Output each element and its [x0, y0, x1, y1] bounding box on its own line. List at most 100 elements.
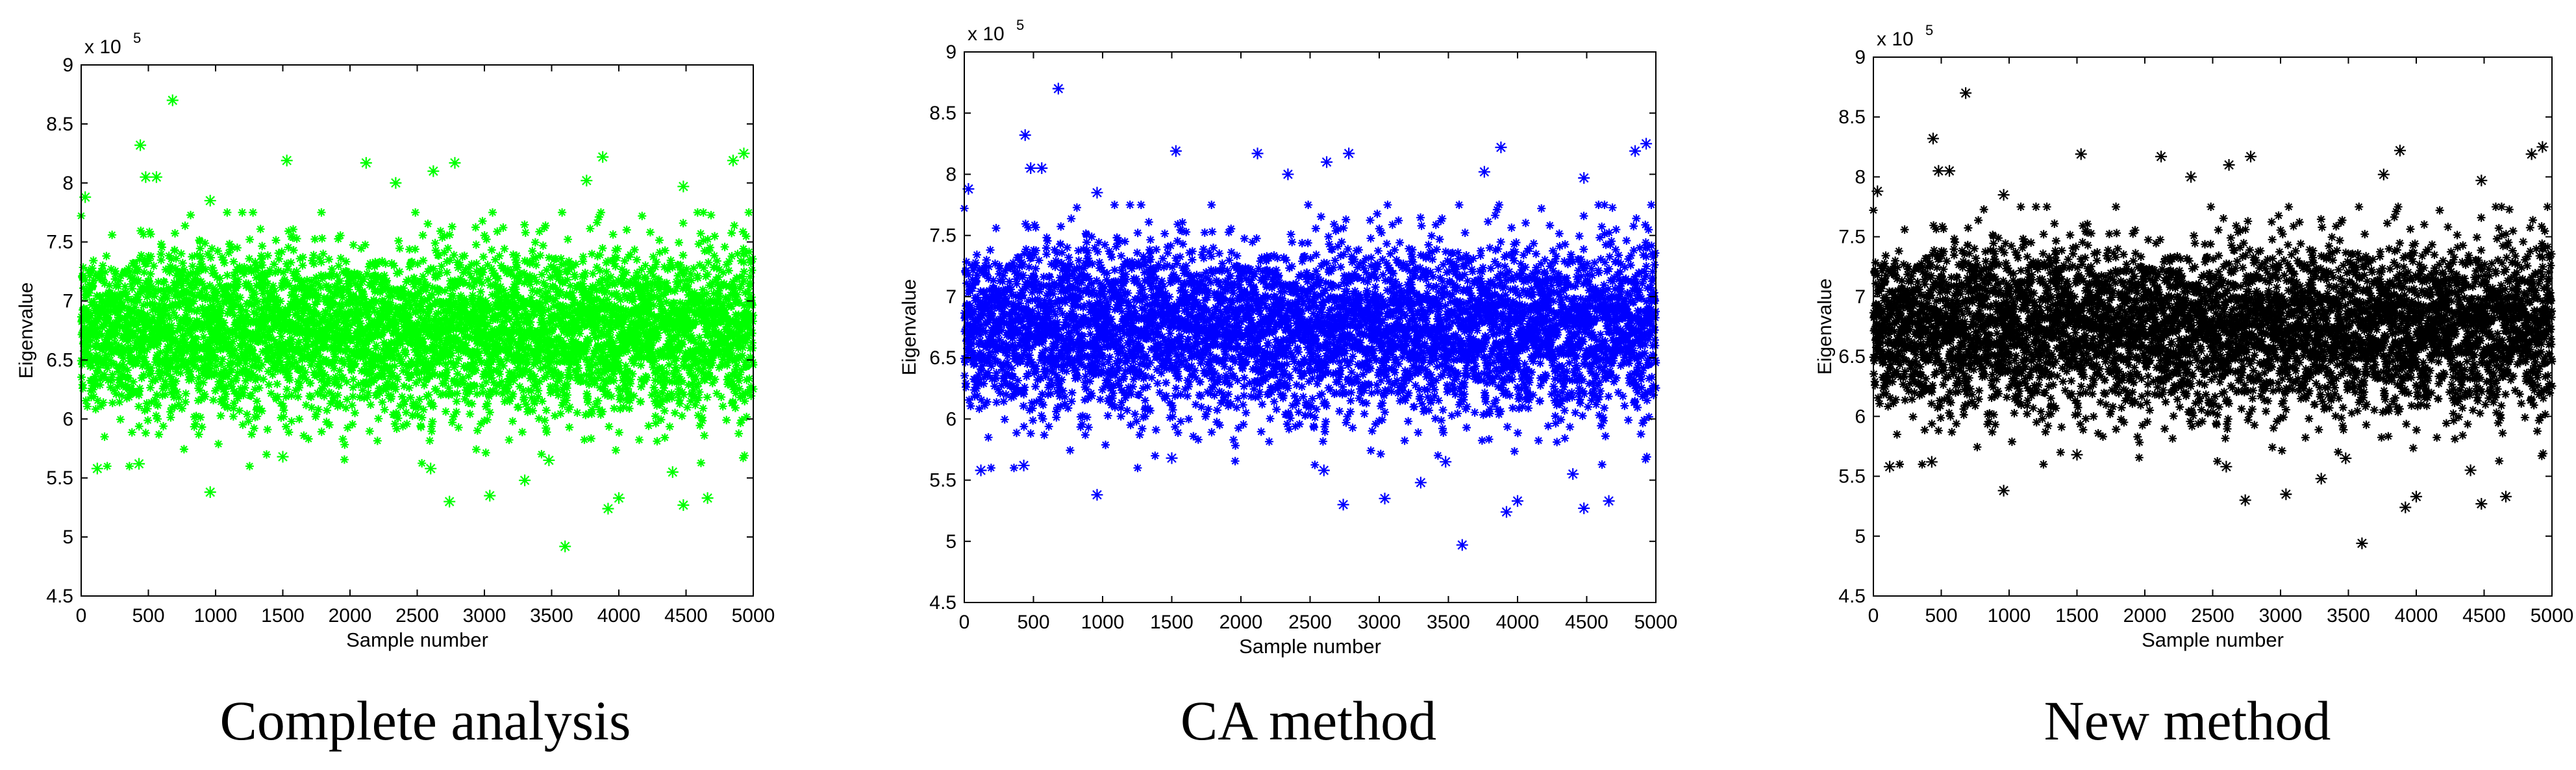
data-point — [316, 283, 325, 292]
data-point — [277, 247, 286, 256]
data-point — [234, 391, 244, 400]
data-point — [308, 292, 317, 301]
data-point — [108, 359, 118, 368]
data-point — [179, 357, 188, 366]
data-point — [392, 343, 401, 353]
data-point — [193, 305, 202, 314]
data-point — [329, 364, 338, 373]
data-point — [521, 309, 531, 318]
data-point — [579, 340, 588, 349]
data-point — [218, 354, 227, 364]
data-point — [424, 312, 433, 321]
data-point — [557, 322, 566, 331]
data-point — [116, 375, 125, 384]
data-point — [307, 316, 316, 325]
data-point — [149, 313, 158, 322]
data-point — [452, 282, 461, 291]
data-point — [655, 275, 664, 284]
data-point — [77, 360, 86, 369]
data-point — [106, 265, 116, 274]
data-point — [714, 273, 723, 282]
data-point — [399, 400, 408, 409]
data-point — [453, 336, 462, 345]
data-point — [389, 329, 398, 338]
data-point — [223, 309, 232, 318]
data-point — [535, 227, 544, 236]
data-point — [661, 376, 670, 385]
data-point — [210, 370, 219, 379]
data-point — [413, 338, 422, 347]
data-point — [182, 310, 191, 319]
data-point — [606, 337, 615, 346]
data-point — [90, 379, 99, 388]
data-point — [366, 259, 375, 268]
data-point — [221, 365, 230, 374]
data-point — [110, 386, 119, 395]
data-point — [77, 316, 86, 325]
data-point — [627, 310, 636, 319]
data-point — [623, 294, 632, 303]
data-point — [675, 372, 684, 381]
data-point — [571, 354, 580, 364]
data-point — [314, 405, 323, 414]
data-point — [527, 393, 536, 403]
data-point — [328, 269, 337, 278]
data-point — [152, 411, 161, 420]
data-point — [545, 334, 554, 343]
data-point — [527, 293, 536, 303]
data-point — [252, 310, 261, 319]
data-point — [314, 279, 323, 288]
data-point — [448, 292, 457, 301]
data-point — [626, 375, 635, 384]
data-point — [411, 208, 420, 217]
data-point — [301, 401, 310, 410]
data-point — [299, 431, 308, 440]
data-point — [542, 372, 551, 381]
data-point — [592, 400, 601, 409]
data-point — [144, 416, 153, 425]
data-point — [464, 399, 473, 408]
data-point — [598, 407, 607, 416]
data-point — [716, 349, 725, 358]
data-point — [227, 242, 236, 251]
data-point — [653, 293, 662, 302]
data-point — [534, 392, 543, 401]
data-point — [88, 282, 97, 291]
data-point — [170, 245, 179, 255]
data-point — [673, 366, 682, 375]
data-point — [427, 365, 436, 374]
scatter-plot: 0 500 1000 1500 2000 2500 3000 3500 4000 4500 5000… — [16, 30, 775, 651]
data-point — [415, 330, 424, 340]
data-point — [670, 287, 679, 296]
data-point — [245, 235, 255, 244]
data-point — [444, 334, 453, 343]
data-point — [158, 391, 167, 400]
data-point — [405, 297, 414, 306]
data-point — [525, 271, 534, 280]
data-point — [440, 248, 449, 257]
data-point — [153, 318, 162, 327]
data-point — [475, 319, 484, 329]
data-point — [528, 330, 537, 339]
data-point — [606, 332, 616, 342]
data-point — [476, 287, 485, 296]
data-point — [731, 356, 740, 366]
data-point — [605, 304, 614, 314]
data-point — [164, 330, 173, 340]
data-point — [420, 296, 429, 305]
data-point — [399, 293, 408, 303]
data-point — [335, 366, 344, 375]
data-point — [209, 347, 218, 356]
data-point — [481, 296, 490, 305]
data-point — [343, 395, 352, 404]
data-point — [597, 369, 606, 378]
data-point — [681, 306, 690, 316]
data-point — [83, 402, 92, 411]
data-point — [289, 269, 298, 278]
chart-panel-complete-analysis: 0 500 1000 1500 2000 2500 3000 3500 4000 4500 5000… — [0, 0, 851, 770]
data-point — [89, 256, 98, 265]
data-point — [737, 416, 746, 425]
data-point — [317, 375, 326, 384]
data-point — [641, 261, 650, 270]
data-point — [731, 403, 740, 412]
